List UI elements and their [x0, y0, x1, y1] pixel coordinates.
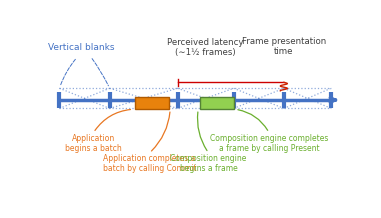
Text: Composition engine
begins a frame: Composition engine begins a frame — [170, 154, 247, 173]
Text: Vertical blanks: Vertical blanks — [48, 43, 115, 52]
Text: Application completes a
batch by calling Commit: Application completes a batch by calling… — [103, 154, 196, 173]
Text: Frame presentation
time: Frame presentation time — [242, 37, 326, 56]
Text: Perceived latency
(∼1½ frames): Perceived latency (∼1½ frames) — [167, 38, 244, 57]
Text: Composition engine completes
a frame by calling Present: Composition engine completes a frame by … — [210, 134, 328, 153]
FancyBboxPatch shape — [200, 97, 234, 109]
Text: Application
begins a batch: Application begins a batch — [65, 134, 122, 153]
FancyBboxPatch shape — [135, 97, 169, 109]
